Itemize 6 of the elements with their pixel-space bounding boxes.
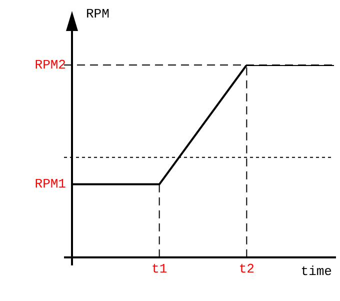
annotation: RPM1 (34, 176, 66, 192)
y-axis-title: RPM (86, 6, 110, 22)
x-tick-label: t1 (152, 262, 168, 277)
ref-line-label: RPM2 (34, 57, 66, 72)
x-tick-label: t2 (238, 262, 254, 277)
x-axis-title: time (300, 264, 332, 279)
